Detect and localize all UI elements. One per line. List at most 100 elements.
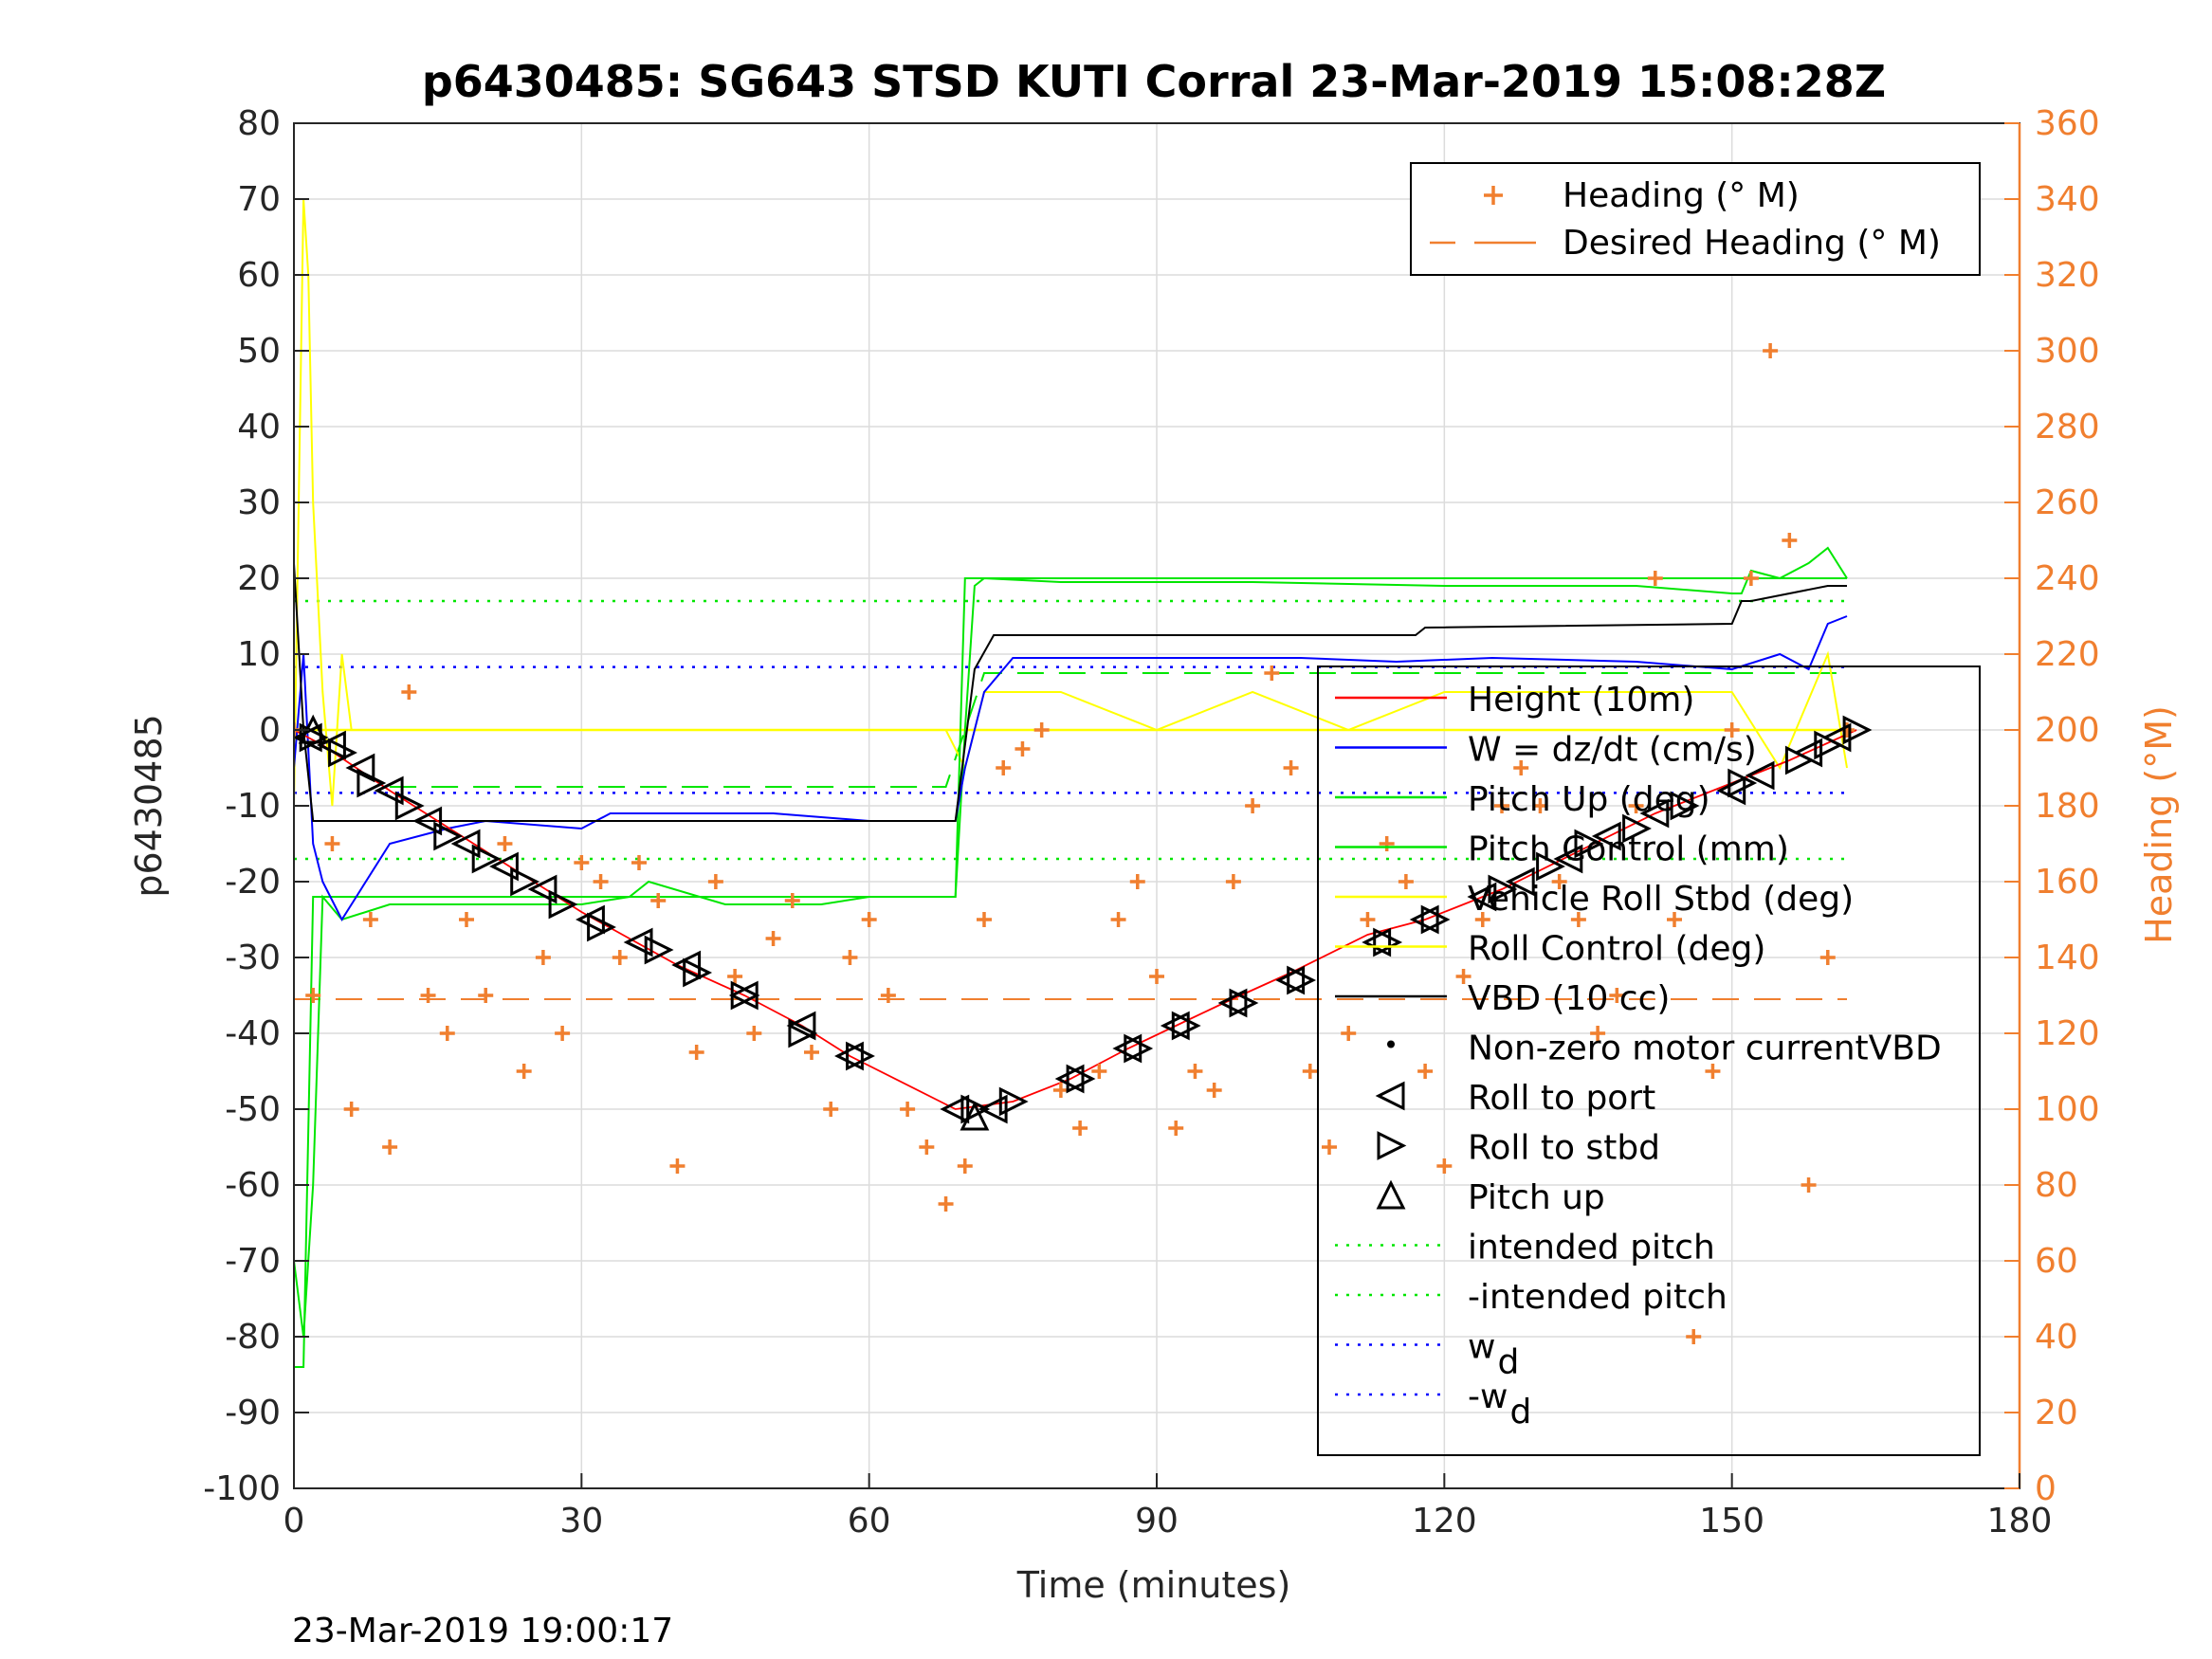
roll-to-stbd-marker [1488,874,1518,904]
roll-to-port-marker [527,874,558,904]
heading-point [459,912,474,927]
x-tick-label: 30 [559,1502,603,1540]
heading-point [1436,1158,1453,1174]
vehicle-roll-line [294,198,1848,807]
roll-to-stbd-marker [730,980,760,1011]
heading-point [574,855,590,870]
legend-subscript: d [1497,1343,1519,1382]
roll-to-port-marker [786,1011,816,1041]
roll-to-port-marker [1591,821,1621,851]
y-right-tick-label: 0 [2035,1469,2057,1508]
legend-main-label: Non-zero motor currentVBD [1468,1030,1942,1068]
legend-main-label: Roll to stbd [1468,1129,1660,1168]
roll-to-stbd-marker [998,1086,1029,1117]
y-axis-label-right: Heading (°M) [2138,705,2180,944]
y-axis-label: p6430485 [128,714,170,897]
heading-point [1015,741,1031,757]
x-tick-label: 60 [848,1502,891,1540]
heading-point [996,760,1012,775]
y-right-tick-label: 40 [2035,1318,2078,1357]
roll-to-stbd-marker [1373,927,1403,957]
heading-point [1763,343,1779,358]
legend-triangle-symbol [1375,1081,1405,1111]
y-tick-label: 40 [237,408,281,447]
heading-point [746,1026,762,1041]
y-tick-label: -50 [225,1090,281,1129]
roll-to-stbd-marker [471,844,502,874]
roll-to-port-marker [1745,760,1775,791]
heading-point [1551,874,1567,889]
heading-point [535,950,551,965]
heading-point [919,1139,935,1155]
legend-main-label: Pitch Up (deg) [1468,780,1710,819]
y-tick-label: 20 [237,559,281,598]
x-tick-labels: 0 30 60 90 120 150 180 [283,1502,2053,1540]
heading-point [1494,798,1509,813]
heading-point [1225,874,1241,889]
heading-point [650,893,667,908]
y-right-tick-label: 260 [2035,483,2100,522]
y-right-tick-label: 300 [2035,332,2100,371]
heading-point [707,874,723,889]
roll-to-port-marker [1160,1011,1190,1041]
y-tick-label: 10 [237,635,281,674]
roll-to-stbd-marker [1536,851,1565,882]
heading-point [1743,571,1759,586]
heading-point [1283,760,1299,775]
y-tick-label: 60 [237,256,281,295]
roll-to-port-marker [1505,866,1535,897]
roll-to-port-marker [1553,844,1583,874]
heading-point [1455,969,1472,984]
heading-point [900,1102,916,1117]
heading-point [1686,1329,1702,1344]
x-tick-label: 90 [1135,1502,1179,1540]
roll-to-port-marker [1054,1064,1085,1094]
heading-point [1264,665,1280,681]
heading-point [420,988,436,1003]
heading-point [1149,969,1164,984]
heading-point [497,836,513,851]
roll-to-port-marker [1217,988,1248,1018]
heading-point [1110,912,1126,927]
roll-to-stbd-marker [1066,1064,1096,1094]
roll-to-stbd-marker [1728,768,1758,798]
y-tick-label: 70 [237,180,281,219]
y-tick-label: 0 [259,711,281,750]
roll-to-port-marker [412,806,443,836]
legend-main-label: Pitch up [1468,1178,1605,1217]
heading-point [1474,912,1490,927]
heading-point [401,684,417,700]
heading-point [1360,912,1376,927]
heading-point [938,1196,954,1212]
heading-point [727,969,743,984]
axes-frame [293,122,2021,1489]
heading-point [305,988,321,1003]
y-tick-label: -70 [225,1242,281,1281]
right-tick-labels: 3603403203002802602402202001801601401201… [2035,104,2100,1508]
heading-point [1052,1083,1069,1098]
y-right-tick-label: 180 [2035,787,2100,826]
legend-main-label: -w [1468,1377,1508,1416]
y-right-tick-label: 120 [2035,1014,2100,1053]
heading-point [977,912,992,927]
y-right-tick-label: 360 [2035,104,2100,143]
heading-point [1647,571,1663,586]
roll-to-stbd-marker [1171,1011,1201,1041]
chart-title: p6430485: SG643 STSD KUTI Corral 23-Mar-… [422,56,1886,107]
heading-point [1801,1177,1817,1193]
roll-to-stbd-marker [1287,965,1317,995]
roll-to-stbd-marker [846,1041,875,1071]
roll-to-stbd-marker [1842,715,1873,745]
roll-to-port-marker [1409,904,1439,935]
x-tick-label: 150 [1699,1502,1764,1540]
roll-to-port-marker [940,1094,970,1124]
roll-to-stbd-marker [1670,791,1700,821]
heading-point [1628,798,1644,813]
heading-point [957,1158,973,1174]
heading-point [516,1064,532,1079]
heading-point [1782,533,1798,548]
x-tick-label: 180 [1987,1502,2053,1540]
x-axis-label: Time (minutes) [1016,1564,1291,1606]
y-right-tick-label: 280 [2035,408,2100,447]
heading-point [880,988,896,1003]
